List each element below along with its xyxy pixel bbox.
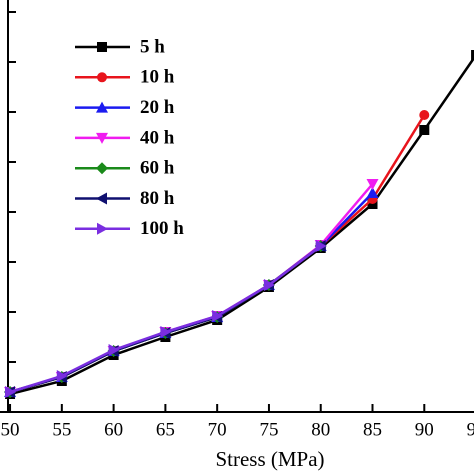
- marker: [366, 179, 379, 190]
- series-line: [9, 192, 374, 394]
- legend-label: 5 h: [140, 36, 165, 57]
- series-line: [9, 245, 322, 394]
- marker: [366, 187, 379, 198]
- marker: [315, 240, 327, 252]
- marker: [96, 132, 108, 144]
- series-line: [9, 55, 474, 396]
- x-tick-label: 60: [104, 419, 123, 440]
- legend-label: 20 h: [140, 97, 175, 118]
- legend-label: 40 h: [140, 127, 175, 148]
- series-line: [9, 245, 322, 394]
- legend-label: 80 h: [140, 188, 175, 209]
- marker: [212, 310, 224, 322]
- marker: [96, 101, 108, 113]
- marker: [97, 72, 107, 83]
- x-tick-label: 95: [467, 419, 474, 440]
- series-line: [9, 183, 374, 394]
- x-tick-label: 90: [415, 419, 434, 440]
- x-tick-label: 75: [259, 419, 278, 440]
- series-line: [9, 114, 426, 394]
- legend-label: 60 h: [140, 158, 175, 179]
- marker: [419, 110, 430, 120]
- x-tick-label: 65: [156, 419, 175, 440]
- marker: [5, 386, 17, 398]
- marker: [96, 192, 107, 205]
- x-axis-label: Stress (MPa): [215, 447, 324, 471]
- series-line: [9, 245, 322, 394]
- marker: [160, 326, 172, 338]
- x-tick-label: 55: [52, 419, 71, 440]
- marker: [97, 222, 108, 235]
- x-tick-label: 85: [363, 419, 382, 440]
- legend-label: 100 h: [140, 218, 184, 239]
- marker: [108, 344, 120, 356]
- marker: [471, 50, 474, 60]
- marker: [263, 279, 275, 291]
- x-tick-label: 70: [208, 419, 227, 440]
- marker: [56, 370, 68, 382]
- legend-label: 10 h: [140, 67, 175, 88]
- marker: [419, 125, 430, 135]
- x-tick-label: 80: [311, 419, 330, 440]
- x-tick-label: 50: [1, 419, 20, 440]
- marker: [96, 162, 108, 175]
- marker: [97, 42, 107, 52]
